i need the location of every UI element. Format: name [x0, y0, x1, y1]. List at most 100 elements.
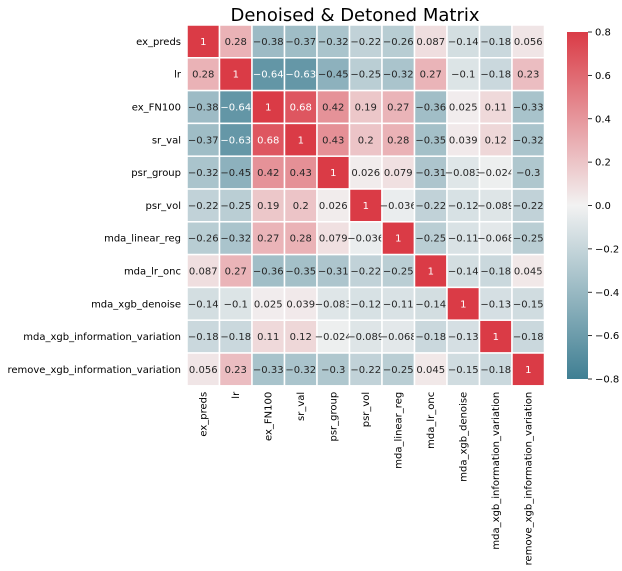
- heatmap-cell: [316, 319, 351, 354]
- colorbar-tick-label: −0.4: [595, 288, 619, 299]
- cell-value-label: 0.11: [485, 103, 507, 114]
- cell-value-label: −0.11: [383, 299, 414, 310]
- heatmap-cell: [186, 286, 221, 321]
- cell-value-label: 0.12: [290, 332, 312, 343]
- row-label: psr_vol: [146, 201, 181, 212]
- cell-value-label: −0.25: [415, 234, 446, 245]
- cell-value-label: 0.27: [257, 234, 279, 245]
- cell-value-label: −0.37: [188, 135, 219, 146]
- heatmap-cell: [316, 57, 351, 92]
- cell-value-label: −0.18: [415, 332, 446, 343]
- cell-value-label: 0.12: [485, 135, 507, 146]
- colorbar-tick-label: 0.4: [595, 114, 611, 125]
- colorbar-ticks: 0.8 0.6 0.4 0.2 0.0 −0.2 −0.4 −0.6 −0.8: [588, 28, 619, 386]
- heatmap-cell: [413, 24, 448, 59]
- cell-value-label: 1: [395, 234, 401, 245]
- cell-value-label: 0.68: [290, 103, 312, 114]
- row-label: lr: [174, 70, 182, 81]
- cell-value-label: −0.37: [285, 37, 316, 48]
- heatmap-cell: [218, 221, 253, 256]
- cell-value-label: 0.27: [420, 70, 442, 81]
- heatmap-cell: [316, 253, 351, 289]
- cell-value-label: 0.28: [192, 70, 214, 81]
- heatmap-cell: [218, 352, 253, 387]
- cell-value-label: −0.25: [220, 201, 251, 212]
- heatmap-cell: [251, 286, 286, 321]
- heatmap-cell: [348, 221, 383, 256]
- colorbar-tick-label: −0.2: [595, 244, 619, 255]
- row-label: mda_lr_onc: [124, 267, 181, 278]
- cell-value-label: −0.024: [315, 332, 352, 343]
- cell-value-label: −0.18: [480, 37, 511, 48]
- cell-value-label: −0.18: [188, 332, 219, 343]
- colorbar-tick-label: 0.0: [595, 201, 611, 212]
- heatmap-cell: [413, 57, 448, 92]
- heatmap-cell: [316, 352, 351, 387]
- cell-value-label: −0.32: [285, 365, 316, 376]
- cell-value-label: −0.26: [383, 37, 414, 48]
- row-label: ex_FN100: [132, 103, 181, 114]
- cell-value-label: 0.079: [319, 234, 348, 245]
- heatmap-cell: [511, 188, 546, 223]
- cell-value-label: 0.23: [225, 365, 247, 376]
- cell-value-label: 0.045: [416, 365, 445, 376]
- cell-value-label: 0.68: [257, 135, 279, 146]
- cell-value-label: −0.25: [513, 234, 544, 245]
- cell-value-label: −0.35: [415, 135, 446, 146]
- heatmap-cell: [381, 155, 416, 190]
- cell-value-label: −0.31: [415, 168, 446, 179]
- heatmap-cell: [348, 352, 383, 387]
- row-label: sr_val: [152, 135, 181, 146]
- cell-value-label: 1: [363, 201, 369, 212]
- row-label: mda_xgb_information_variation: [23, 332, 181, 343]
- cell-value-label: −0.12: [350, 299, 381, 310]
- heatmap-cell: [511, 89, 546, 125]
- heatmap-cells: 1 0.28 −0.38 −0.37 −0.32 −0.22 −0.26 0.087 −0.14…: [186, 24, 546, 387]
- cell-value-label: 0.2: [358, 135, 374, 146]
- cell-value-label: −0.12: [448, 201, 479, 212]
- cell-value-label: 0.42: [322, 103, 344, 114]
- cell-value-label: −0.63: [285, 70, 316, 81]
- cell-value-label: −0.22: [350, 37, 381, 48]
- heatmap-cell: [511, 24, 546, 59]
- cell-value-label: −0.14: [448, 37, 479, 48]
- cell-value-label: 1: [200, 37, 206, 48]
- heatmap-cell: [348, 155, 383, 190]
- cell-value-label: 1: [298, 135, 304, 146]
- cell-value-label: −0.35: [285, 267, 316, 278]
- cell-value-label: −0.036: [347, 234, 384, 245]
- heatmap-cell: [511, 57, 546, 92]
- cell-value-label: 0.025: [254, 299, 283, 310]
- cell-value-label: −0.22: [350, 365, 381, 376]
- cell-value-label: −0.089: [347, 332, 384, 343]
- cell-value-label: −0.15: [448, 365, 479, 376]
- cell-value-label: 0.026: [319, 201, 348, 212]
- cell-value-label: −0.18: [220, 332, 251, 343]
- column-label: ex_preds: [199, 392, 210, 437]
- heatmap-cell: [478, 352, 513, 387]
- cell-value-label: 0.19: [355, 103, 377, 114]
- heatmap-cell: [511, 221, 546, 256]
- cell-value-label: −0.36: [253, 267, 284, 278]
- cell-value-label: 1: [330, 168, 336, 179]
- cell-value-label: 1: [525, 365, 531, 376]
- cell-value-label: 0.42: [257, 168, 279, 179]
- heatmap-cell: [413, 253, 448, 289]
- heatmap-cell: [446, 89, 481, 125]
- cell-value-label: 1: [428, 267, 434, 278]
- column-label: psr_group: [329, 392, 340, 442]
- cell-value-label: −0.13: [448, 332, 479, 343]
- heatmap-cell: [511, 352, 546, 387]
- cell-value-label: −0.024: [477, 168, 514, 179]
- cell-value-label: −0.14: [188, 299, 219, 310]
- cell-value-label: 1: [493, 332, 499, 343]
- cell-value-label: 0.43: [290, 168, 312, 179]
- cell-value-label: 0.27: [387, 103, 409, 114]
- row-label: mda_xgb_denoise: [91, 299, 181, 310]
- cell-value-label: 0.026: [351, 168, 380, 179]
- cell-value-label: 0.087: [189, 267, 218, 278]
- cell-value-label: −0.3: [516, 168, 540, 179]
- cell-value-label: −0.31: [318, 267, 349, 278]
- heatmap-cell: [283, 155, 318, 190]
- cell-value-label: −0.25: [383, 267, 414, 278]
